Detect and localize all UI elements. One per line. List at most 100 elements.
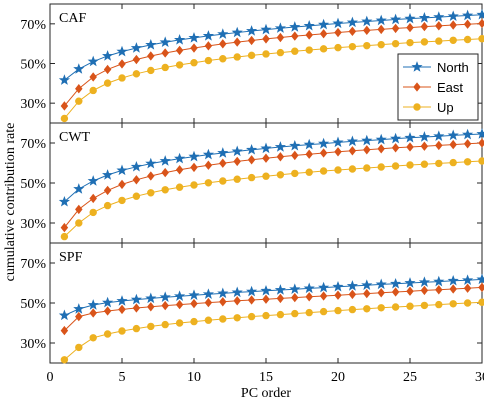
data-point — [361, 15, 373, 27]
data-point — [231, 145, 243, 157]
data-point — [435, 37, 443, 45]
data-point — [348, 26, 357, 37]
data-point — [58, 74, 70, 85]
data-point — [478, 298, 484, 306]
data-point — [87, 175, 99, 186]
data-point — [60, 101, 69, 111]
series-east — [60, 138, 484, 233]
data-point — [449, 284, 457, 294]
data-point — [449, 300, 457, 308]
series-north — [58, 8, 484, 85]
data-point — [247, 173, 256, 182]
data-point — [233, 314, 241, 322]
data-point — [204, 316, 213, 324]
data-point — [188, 289, 200, 300]
data-point — [348, 146, 357, 156]
data-point — [130, 293, 142, 305]
data-point — [291, 150, 299, 161]
y-tick-label: 50% — [20, 177, 46, 192]
series-up — [60, 35, 484, 123]
data-point — [435, 21, 443, 31]
data-point — [348, 42, 357, 51]
data-point — [318, 18, 330, 30]
data-point — [118, 327, 126, 335]
data-point — [116, 164, 128, 176]
data-point — [174, 152, 186, 164]
data-point — [377, 144, 385, 154]
data-point — [478, 35, 484, 43]
data-point — [262, 294, 270, 304]
data-point — [478, 18, 484, 29]
data-point — [447, 129, 459, 141]
data-point — [87, 55, 99, 67]
data-point — [118, 59, 126, 69]
data-point — [161, 63, 169, 72]
data-point — [319, 291, 328, 301]
data-point — [233, 53, 241, 61]
data-point — [404, 277, 416, 288]
data-point — [58, 195, 70, 207]
data-point — [346, 280, 358, 291]
panel-title: SPF — [59, 250, 83, 265]
data-point — [75, 204, 83, 215]
data-point — [276, 48, 285, 57]
data-point — [334, 306, 342, 315]
data-point — [60, 356, 69, 364]
data-point — [375, 14, 387, 26]
data-point — [219, 315, 227, 323]
data-point — [204, 179, 213, 187]
legend-marker — [411, 61, 423, 72]
data-point — [433, 11, 445, 22]
data-point — [406, 22, 414, 33]
data-point — [147, 51, 155, 61]
data-point — [116, 295, 128, 306]
data-point — [462, 274, 474, 285]
data-point — [433, 275, 445, 287]
data-point — [449, 20, 457, 30]
data-point — [217, 28, 229, 39]
data-point — [247, 295, 256, 305]
data-point — [391, 143, 400, 153]
data-point — [447, 274, 459, 286]
data-point — [89, 193, 97, 204]
data-point — [435, 285, 443, 295]
data-point — [478, 138, 484, 148]
data-point — [161, 167, 169, 178]
data-point — [332, 136, 344, 148]
data-point — [231, 26, 243, 38]
y-tick-label: 70% — [20, 257, 46, 272]
data-point — [391, 23, 400, 34]
y-axis-label: cumulative contribution rate — [3, 123, 18, 282]
data-point — [204, 297, 213, 308]
data-point — [103, 185, 112, 196]
data-point — [420, 38, 429, 46]
data-point — [87, 299, 99, 310]
series-north — [58, 128, 484, 207]
data-point — [75, 219, 83, 227]
data-point — [73, 303, 85, 314]
data-point — [346, 16, 358, 28]
data-point — [132, 324, 141, 333]
data-point — [103, 64, 112, 75]
data-point — [147, 66, 155, 75]
data-point — [204, 41, 213, 51]
data-point — [262, 311, 270, 320]
data-point — [190, 317, 198, 326]
data-point — [318, 137, 330, 149]
data-point — [262, 34, 270, 44]
data-point — [174, 290, 186, 301]
data-point — [363, 25, 371, 36]
legend-label: East — [437, 80, 463, 95]
data-point — [334, 43, 342, 52]
data-point — [132, 70, 141, 78]
data-point — [449, 139, 457, 150]
panel-cwt: 30% 50% 70% CWT — [20, 122, 484, 244]
data-point — [346, 135, 358, 147]
data-point — [390, 132, 402, 144]
data-point — [418, 12, 430, 23]
data-point — [289, 139, 301, 151]
data-point — [202, 148, 214, 160]
data-point — [118, 179, 126, 190]
data-point — [130, 42, 142, 53]
